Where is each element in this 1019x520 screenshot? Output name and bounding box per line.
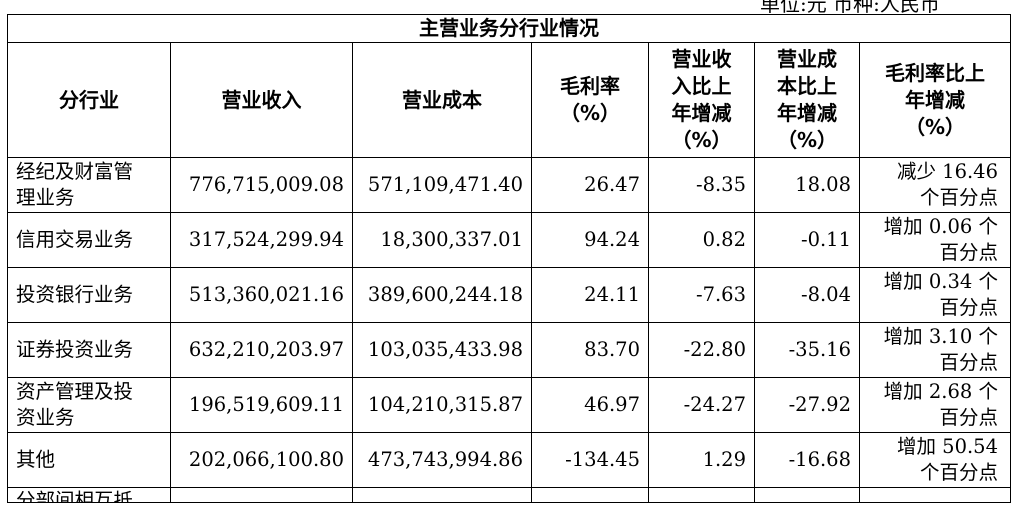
margin-change-cell: 增加 3.10 个百分点 — [859, 322, 1011, 378]
industry-cell: 投资银行业务 — [7, 267, 171, 323]
table-row: 投资银行业务 513,360,021.16 389,600,244.18 24.11-… — [7, 267, 1011, 323]
cost-cell: 389,600,244.18 — [352, 267, 532, 323]
gross-margin-cell: 94.24 — [531, 212, 649, 268]
table-row: 资产管理及投 资业务 196,519,609.11 104,210,315.87 46.… — [7, 377, 1011, 433]
industry-cell: 证券投资业务 — [7, 322, 171, 378]
table-title: 主营业务分行业情况 — [7, 14, 1011, 43]
table-row: 其他 202,066,100.80 473,743,994.86 -134.45 1.2… — [7, 432, 1011, 488]
revenue-change-cell: -7.63 — [648, 267, 755, 323]
margin-change-cell: 增加 0.34 个百分点 — [859, 267, 1011, 323]
column-header: 毛利率比上 年增减 （%） — [859, 42, 1011, 158]
cost-change-cell: -35.16 — [754, 322, 860, 378]
column-header: 营业成 本比上 年增减 （%） — [754, 42, 860, 158]
revenue-change-cell: -22.80 — [648, 322, 755, 378]
cost-cell: 103,035,433.98 — [352, 322, 532, 378]
industry-breakdown-table: 主营业务分行业情况 分行业 营业收入 营业成本 毛利率 （%） 营业收 入比上 年增减… — [7, 14, 1011, 503]
margin-change-cell: 增加 0.06 个百分点 — [859, 212, 1011, 268]
column-header: 营业收 入比上 年增减 （%） — [648, 42, 755, 158]
revenue-change-cell: -8.35 — [648, 157, 755, 213]
cost-cell: 571,109,471.40 — [352, 157, 532, 213]
revenue-cell: 513,360,021.16 — [170, 267, 353, 323]
industry-cell: 经纪及财富管 理业务 — [7, 157, 171, 213]
column-header: 毛利率 （%） — [531, 42, 649, 158]
industry-cell: 其他 — [7, 432, 171, 488]
industry-cell: 资产管理及投 资业务 — [7, 377, 171, 433]
revenue-cell: 632,210,203.97 — [170, 322, 353, 378]
industry-cell: 分部间相互抵 — [7, 487, 171, 503]
unit-currency-note: 单位:元 币种:人民币 — [760, 0, 940, 16]
cost-change-cell: -16.68 — [754, 432, 860, 488]
gross-margin-cell: 24.11 — [531, 267, 649, 323]
column-header: 营业成本 — [352, 42, 532, 158]
margin-change-cell: 增加 50.54 个百分点 — [859, 432, 1011, 488]
cost-change-cell: -27.92 — [754, 377, 860, 433]
margin-change-cell: 增加 2.68 个百分点 — [859, 377, 1011, 433]
revenue-change-cell: 1.29 — [648, 432, 755, 488]
revenue-cell: 196,519,609.11 — [170, 377, 353, 433]
revenue-cell: 317,524,299.94 — [170, 212, 353, 268]
table-row: 经纪及财富管 理业务 776,715,009.08 571,109,471.40 26.… — [7, 157, 1011, 213]
gross-margin-cell: 26.47 — [531, 157, 649, 213]
gross-margin-cell: -134.45 — [531, 432, 649, 488]
table-row-partial: 分部间相互抵 — [7, 487, 1011, 503]
column-header: 分行业 — [7, 42, 171, 158]
cost-cell: 473,743,994.86 — [352, 432, 532, 488]
revenue-change-cell: 0.82 — [648, 212, 755, 268]
revenue-change-cell: -24.27 — [648, 377, 755, 433]
table-row: 信用交易业务 317,524,299.94 18,300,337.01 94.24 0.… — [7, 212, 1011, 268]
margin-change-cell: 减少 16.46 个百分点 — [859, 157, 1011, 213]
cost-change-cell: -0.11 — [754, 212, 860, 268]
column-header: 营业收入 — [170, 42, 353, 158]
revenue-cell: 202,066,100.80 — [170, 432, 353, 488]
gross-margin-cell: 46.97 — [531, 377, 649, 433]
cost-cell: 104,210,315.87 — [352, 377, 532, 433]
gross-margin-cell: 83.70 — [531, 322, 649, 378]
header-row: 分行业 营业收入 营业成本 毛利率 （%） 营业收 入比上 年增减 （%） 营业成 本比上… — [7, 42, 1011, 158]
cost-cell: 18,300,337.01 — [352, 212, 532, 268]
table-row: 证券投资业务 632,210,203.97 103,035,433.98 83.70-… — [7, 322, 1011, 378]
cost-change-cell: -8.04 — [754, 267, 860, 323]
revenue-cell: 776,715,009.08 — [170, 157, 353, 213]
cost-change-cell: 18.08 — [754, 157, 860, 213]
industry-cell: 信用交易业务 — [7, 212, 171, 268]
